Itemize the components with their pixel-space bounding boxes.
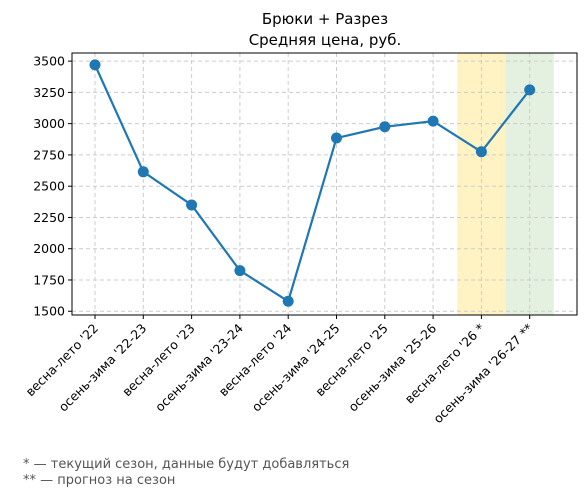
y-tick-label-7: 3250: [33, 85, 65, 100]
y-tick-label-5: 2750: [33, 147, 65, 162]
chart-title: Брюки + Разрез: [262, 10, 388, 28]
footnote-current-season: * — текущий сезон, данные будут добавлят…: [23, 457, 350, 472]
data-point-4: [282, 295, 294, 307]
data-point-9: [524, 84, 536, 96]
y-tick-label-6: 3000: [33, 116, 65, 131]
plot-frame: [71, 52, 578, 316]
line-chart: Брюки + Разрез Средняя цена, руб. 1500 17…: [22, 10, 578, 427]
y-tick-label-8: 3500: [33, 54, 65, 69]
y-tick-label-1: 1750: [33, 272, 65, 287]
plot-area: 150017502000225025002750300032503500весн…: [22, 52, 578, 427]
y-tick-label-3: 2250: [33, 210, 65, 225]
data-point-6: [379, 121, 391, 133]
x-tick-label-1: осень-зима '22-23: [55, 321, 149, 415]
series-line: [93, 64, 531, 303]
x-tick-label-5: осень-зима '24-25: [249, 321, 343, 415]
x-tick-label-3: осень-зима '23-24: [152, 320, 246, 414]
x-tick-label-7: осень-зима '25-26: [345, 320, 439, 414]
data-point-7: [427, 115, 439, 127]
data-point-3: [234, 265, 246, 277]
y-tick-label-2: 2000: [33, 241, 65, 256]
data-point-8: [475, 146, 487, 158]
data-point-2: [186, 199, 198, 211]
x-tick-label-9: осень-зима '26-27 **: [430, 321, 536, 427]
footnote-forecast: ** — прогноз на сезон: [23, 473, 176, 488]
data-point-1: [137, 166, 149, 178]
y-tick-label-0: 1500: [33, 304, 65, 319]
data-point-0: [89, 59, 101, 71]
data-point-5: [331, 132, 342, 144]
y-tick-label-4: 2500: [33, 179, 65, 194]
chart-subtitle: Средняя цена, руб.: [249, 31, 402, 49]
